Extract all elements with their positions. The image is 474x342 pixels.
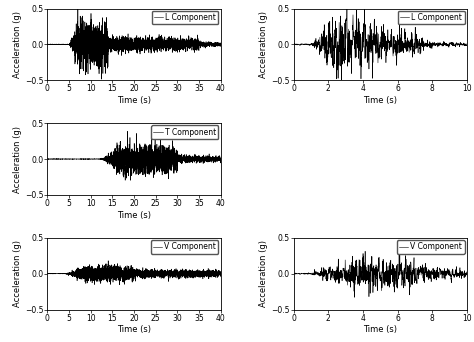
- Legend: L Component: L Component: [398, 11, 465, 24]
- Y-axis label: Acceleration (g): Acceleration (g): [13, 11, 22, 78]
- Legend: L Component: L Component: [152, 11, 219, 24]
- X-axis label: Time (s): Time (s): [363, 96, 397, 105]
- X-axis label: Time (s): Time (s): [117, 326, 151, 334]
- X-axis label: Time (s): Time (s): [117, 211, 151, 220]
- X-axis label: Time (s): Time (s): [117, 96, 151, 105]
- X-axis label: Time (s): Time (s): [363, 326, 397, 334]
- Y-axis label: Acceleration (g): Acceleration (g): [259, 11, 268, 78]
- Y-axis label: Acceleration (g): Acceleration (g): [259, 240, 268, 307]
- Legend: V Component: V Component: [151, 240, 219, 254]
- Y-axis label: Acceleration (g): Acceleration (g): [13, 240, 22, 307]
- Legend: T Component: T Component: [151, 126, 219, 139]
- Y-axis label: Acceleration (g): Acceleration (g): [13, 126, 22, 193]
- Legend: V Component: V Component: [397, 240, 465, 254]
